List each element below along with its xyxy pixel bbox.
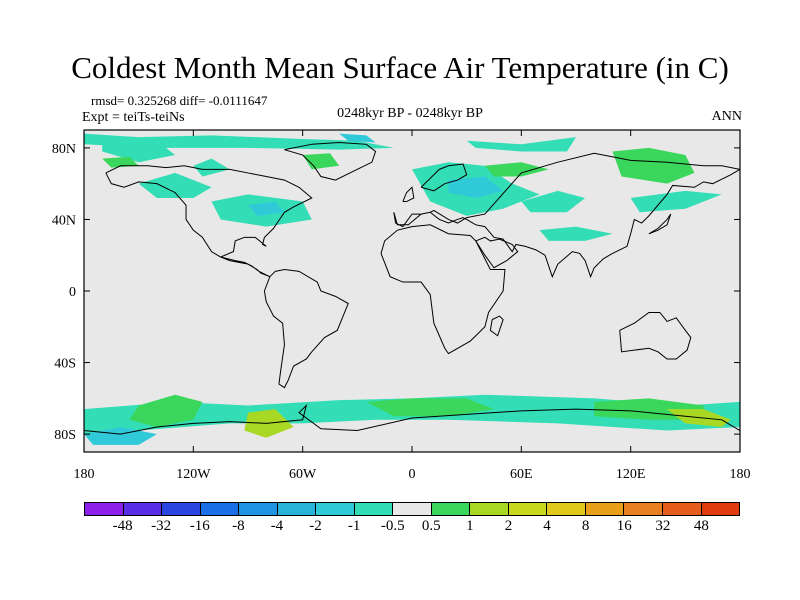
colorbar-box-16 [701, 503, 740, 515]
coastline-africa [380, 224, 506, 355]
y-tick-label-4: 80S [54, 428, 76, 443]
anomaly-region-20 [366, 398, 494, 417]
colorbar-box-13 [585, 503, 625, 515]
x-tick-label-1: 120W [176, 467, 211, 482]
colorbar-box-2 [162, 503, 201, 515]
colorbar-label-0: -48 [112, 518, 133, 534]
anomaly-region-16 [302, 153, 340, 170]
stats-label: rmsd= 0.325268 diff= -0.0111647 [91, 93, 268, 108]
colorbar-box-9 [431, 503, 471, 515]
anomaly-region-15 [102, 156, 139, 168]
coastline-madagascar [489, 315, 504, 337]
colorbar-box-4 [239, 503, 278, 515]
colorbar-label-10: 2 [504, 518, 513, 534]
anomaly-region-18 [484, 162, 549, 177]
coastline-uk [402, 186, 415, 203]
anomaly-region-19 [129, 394, 203, 427]
coastline-north-america [105, 165, 313, 258]
colorbar-box-0 [85, 503, 124, 515]
colorbar-label-4: -4 [270, 518, 284, 534]
anomaly-region-7 [521, 190, 586, 213]
colorbar-box-12 [547, 503, 586, 515]
anomaly-region-17 [612, 147, 695, 184]
anomaly-region-12 [248, 201, 285, 216]
experiment-label: Expt = teiTs-teiNs [82, 110, 185, 125]
axis-ticks: 180 120W 60W 0 60E 120E 180 80N 40N 0 40S 80S [52, 130, 751, 482]
colorbar [84, 502, 740, 516]
coastline-arabia [475, 236, 519, 269]
colorbar-label-5: -2 [309, 518, 322, 534]
colorbar-label-3: -8 [232, 518, 245, 534]
colorbar-label-6: -1 [347, 518, 361, 534]
coastline-scandinavia [420, 163, 468, 192]
colorbar-box-11 [508, 503, 548, 515]
colorbar-label-2: -16 [189, 518, 210, 534]
colorbar-label-9: 1 [466, 518, 474, 534]
anomaly-region-1 [84, 133, 394, 150]
colorbar-box-5 [277, 503, 317, 515]
anomaly-region-6 [466, 137, 576, 152]
x-tick-label-0: 180 [74, 467, 95, 482]
coastline-australia [619, 311, 692, 360]
colorbar-box-3 [200, 503, 240, 515]
colorbar-label-1: -32 [151, 518, 172, 534]
season-label: ANN [711, 109, 742, 124]
colorbar-label-11: 4 [543, 518, 551, 534]
colorbar-label-12: 8 [581, 518, 590, 534]
y-tick-label-1: 40N [52, 213, 76, 228]
coastline-greenland [284, 142, 377, 181]
x-tick-label-5: 120E [616, 467, 646, 482]
anomaly-region-8 [539, 226, 613, 241]
x-tick-label-3: 0 [409, 467, 416, 482]
colorbar-label-15: 48 [693, 518, 709, 534]
y-tick-label-3: 40S [54, 357, 76, 372]
colorbar-box-6 [316, 503, 355, 515]
colorbar-label-7: -0.5 [380, 518, 405, 534]
coastline-south-america [263, 269, 349, 389]
plot-title: Coldest Month Mean Surface Air Temperatu… [71, 50, 729, 85]
y-tick-label-0: 80N [52, 142, 76, 157]
anomaly-region-14 [84, 426, 157, 445]
anomaly-region-9 [630, 190, 722, 213]
colorbar-box-7 [354, 503, 394, 515]
x-tick-label-6: 180 [730, 467, 751, 482]
coastline-japan [648, 213, 672, 235]
y-tick-label-2: 0 [69, 285, 76, 300]
colorbar-box-14 [624, 503, 663, 515]
colorbar-box-10 [470, 503, 509, 515]
colorbar-label-8: 0.5 [421, 518, 441, 534]
coastline-europe-asia [393, 152, 740, 279]
colorbar-box-15 [662, 503, 702, 515]
period-label: 0248kyr BP - 0248kyr BP [337, 106, 483, 121]
x-tick-label-2: 60W [289, 467, 317, 482]
x-tick-label-4: 60E [510, 467, 533, 482]
colorbar-box-8 [393, 503, 432, 515]
coastline-antarctica [84, 403, 740, 435]
colorbar-label-14: 32 [655, 518, 671, 534]
colorbar-label-13: 16 [616, 518, 632, 534]
anomaly-region-4 [193, 158, 230, 177]
coastlines [84, 142, 740, 435]
anomaly-region-2 [138, 172, 212, 198]
colorbar-box-1 [123, 503, 163, 515]
anomaly-region-13 [339, 133, 376, 143]
anomaly-regions [84, 133, 740, 445]
anomaly-region-11 [448, 176, 504, 198]
